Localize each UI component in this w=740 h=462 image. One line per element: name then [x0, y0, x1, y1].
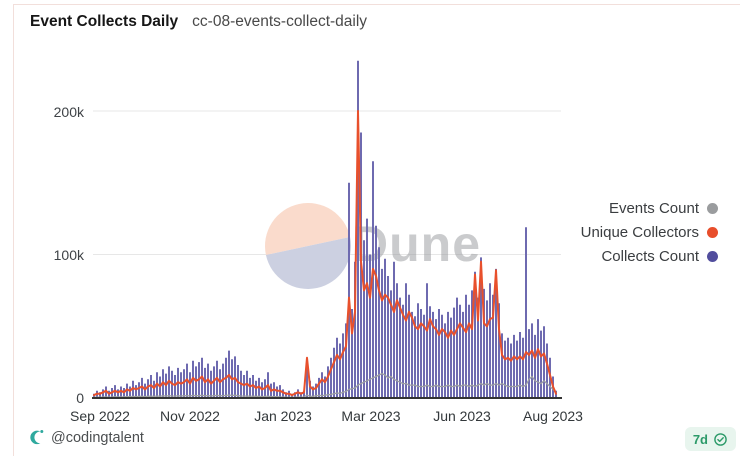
refresh-interval-badge[interactable]: 7d [684, 427, 736, 451]
x-axis-tick-jun2023: Jun 2023 [433, 408, 491, 424]
watermark-brand-text: Dune [352, 216, 481, 272]
query-name-link[interactable]: cc-08-events-collect-daily [192, 13, 368, 30]
watermark-pie-bottom [265, 237, 351, 289]
x-axis-tick-mar2023: Mar 2023 [341, 408, 401, 424]
legend-dot-indigo [707, 250, 718, 262]
legend-dot-gray [707, 202, 718, 214]
author-attribution[interactable]: @codingtalent [30, 429, 144, 446]
legend-label: Collects Count [601, 247, 699, 265]
widget-title: Event Collects Daily [30, 13, 179, 30]
chart-series [93, 60, 557, 399]
legend-label: Events Count [608, 199, 699, 217]
refresh-interval-label: 7d [692, 431, 708, 447]
widget-header: Event Collects Daily cc-08-events-collec… [30, 13, 367, 31]
x-axis-tick-sep2022: Sep 2022 [70, 408, 130, 424]
y-axis-tick-200k: 200k [53, 104, 84, 120]
chart-legend: Events Count Unique Collectors Collects … [581, 196, 718, 268]
legend-item-events-count[interactable]: Events Count [581, 196, 718, 220]
bars-collects-count[interactable] [93, 60, 557, 399]
x-axis-tick-nov2022: Nov 2022 [160, 408, 220, 424]
line-events-count[interactable] [93, 372, 557, 398]
y-axis-tick-0: 0 [76, 390, 84, 406]
dune-watermark: Dune [265, 203, 481, 289]
legend-item-collects-count[interactable]: Collects Count [581, 244, 718, 268]
dune-crescent-icon [30, 430, 44, 445]
x-axis-tick-aug2023: Aug 2023 [523, 408, 583, 424]
watermark-pie-top [265, 203, 351, 255]
line-unique-collectors[interactable] [93, 110, 557, 397]
legend-dot-orange [707, 226, 718, 238]
verified-check-icon [714, 432, 727, 446]
x-axis-tick-jan2023: Jan 2023 [254, 408, 312, 424]
author-handle: @codingtalent [51, 429, 144, 446]
legend-item-unique-collectors[interactable]: Unique Collectors [581, 220, 718, 244]
y-axis-tick-100k: 100k [53, 247, 84, 263]
legend-label: Unique Collectors [580, 223, 699, 241]
